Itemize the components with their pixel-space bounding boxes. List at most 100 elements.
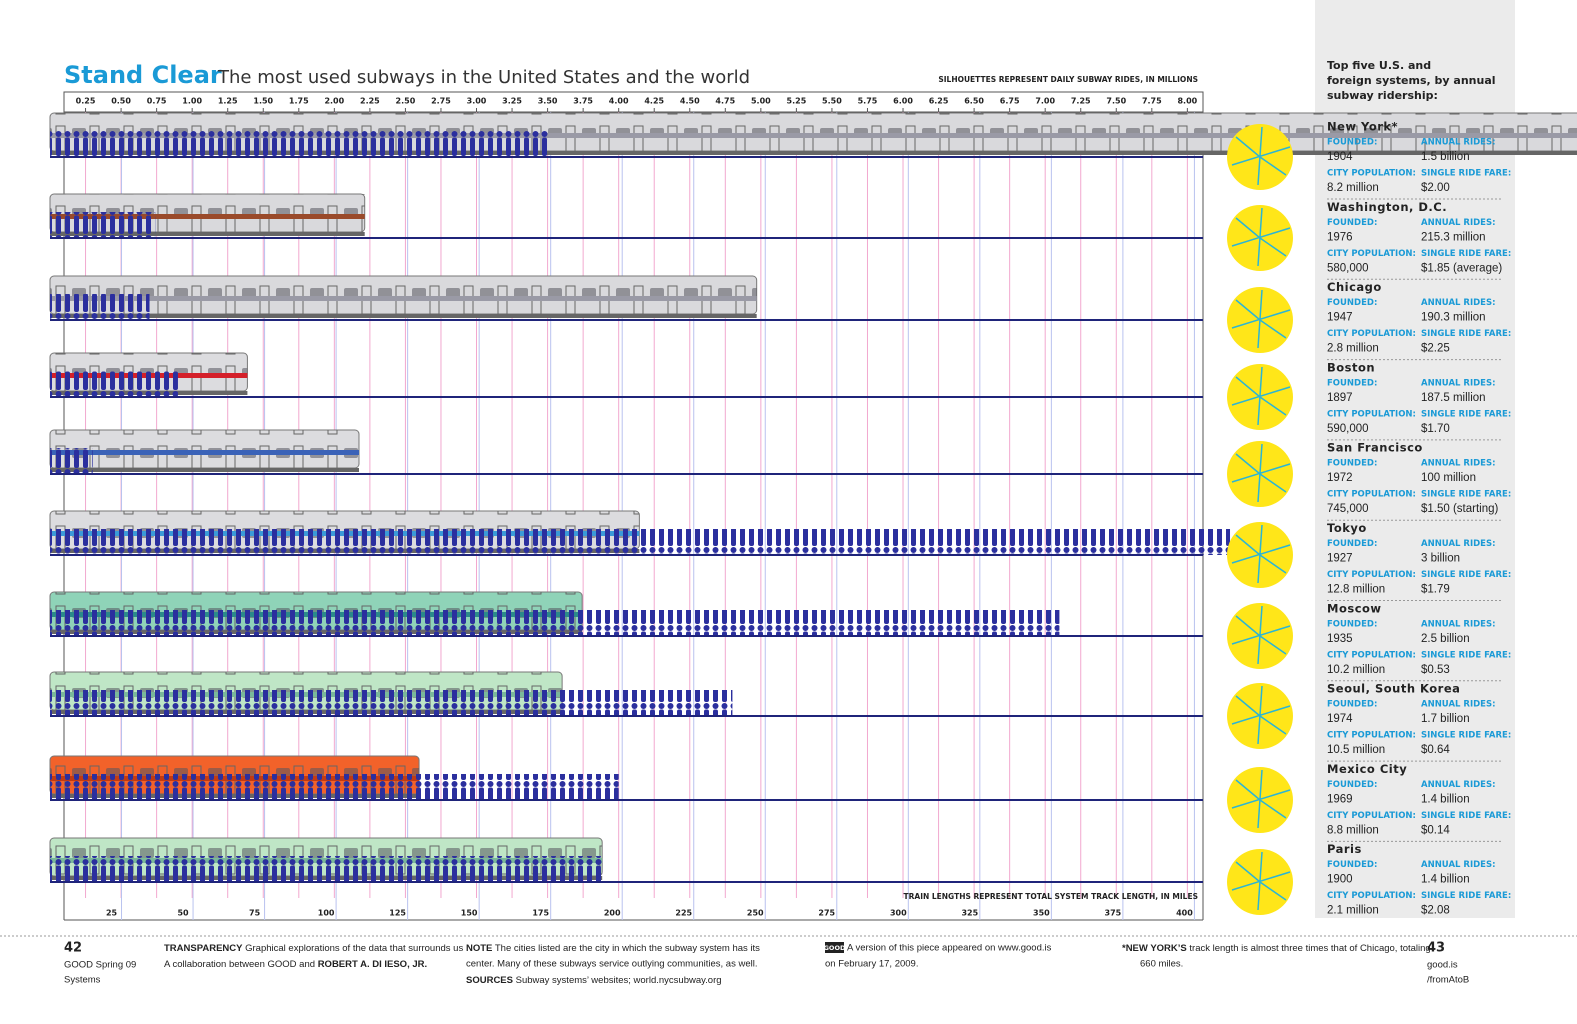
field-label: SINGLE RIDE FARE: xyxy=(1421,731,1511,741)
x2-tick-label: 4.50 xyxy=(680,97,700,106)
field-value: 1900 xyxy=(1327,874,1353,886)
plot: 0.25 0.50 0.75 1.00 1.25 1.50 1.75 2.00 2.25 2.50… xyxy=(49,91,1577,921)
x2-tick-label: 6.75 xyxy=(1000,97,1020,106)
field-value: 8.8 million xyxy=(1327,824,1379,836)
footer-head: *NEW YORK’S xyxy=(1122,943,1187,954)
field-label: CITY POPULATION: xyxy=(1327,329,1416,339)
x-tick-label: 75 xyxy=(249,909,261,918)
x2-tick-label: 0.75 xyxy=(147,97,167,106)
good-badge: GOOD xyxy=(824,944,846,952)
field-label: FOUNDED: xyxy=(1327,780,1377,790)
field-label: SINGLE RIDE FARE: xyxy=(1421,169,1511,179)
x2-tick-label: 7.75 xyxy=(1142,97,1162,106)
x2-tick-label: 7.50 xyxy=(1106,97,1126,106)
train-stripe xyxy=(50,214,365,219)
system-map-lines xyxy=(1231,207,1291,267)
field-label: FOUNDED: xyxy=(1327,539,1377,549)
page-number: 43 xyxy=(1427,941,1445,956)
field-value: 1904 xyxy=(1327,151,1353,163)
field-label: SINGLE RIDE FARE: xyxy=(1421,409,1511,419)
field-label: CITY POPULATION: xyxy=(1327,811,1416,821)
x2-tick-label: 2.50 xyxy=(396,97,416,106)
footer-text: 660 miles. xyxy=(1140,959,1183,970)
x2-tick-label: 6.50 xyxy=(964,97,984,106)
field-value: $1.50 (starting) xyxy=(1421,503,1499,515)
field-label: FOUNDED: xyxy=(1327,700,1377,710)
x2-tick-label: 4.25 xyxy=(644,97,664,106)
x2-tick-label: 5.50 xyxy=(822,97,842,106)
field-value: $0.53 xyxy=(1421,664,1450,676)
footer-text: good.is xyxy=(1427,960,1458,971)
system-map-lines xyxy=(1231,524,1291,584)
footer-text: A version of this piece appeared on www.… xyxy=(847,943,1052,954)
footer: 42 GOOD Spring 09 Systems TRANSPARENCY G… xyxy=(64,941,1469,986)
field-value: 590,000 xyxy=(1327,423,1369,435)
footer-name: ROBERT A. DI IESO, JR. xyxy=(318,959,427,970)
field-label: FOUNDED: xyxy=(1327,218,1377,228)
x2-tick-label: 2.25 xyxy=(360,97,380,106)
field-value: 745,000 xyxy=(1327,503,1369,515)
city-name: Seoul, South Korea xyxy=(1327,682,1460,696)
x2-tick-label: 7.00 xyxy=(1035,97,1055,106)
field-label: SINGLE RIDE FARE: xyxy=(1421,570,1511,580)
field-value: 100 million xyxy=(1421,472,1476,484)
field-label: CITY POPULATION: xyxy=(1327,650,1416,660)
footer-text: Subway systems’ websites; world.nycsubwa… xyxy=(516,975,722,986)
footer-text: track length is almost three times that … xyxy=(1189,943,1430,954)
field-value: 2.8 million xyxy=(1327,343,1379,355)
field-value: 1.5 billion xyxy=(1421,151,1470,163)
field-label: ANNUAL RIDES: xyxy=(1421,619,1496,629)
x-tick-label: 250 xyxy=(747,909,764,918)
system-map-lines xyxy=(1231,605,1291,665)
riders xyxy=(50,774,619,800)
field-label: CITY POPULATION: xyxy=(1327,731,1416,741)
x2-tick-label: 3.50 xyxy=(538,97,558,106)
field-value: $2.08 xyxy=(1421,905,1450,917)
x-tick-label: 25 xyxy=(106,909,118,918)
chart-subtitle: The most used subways in the United Stat… xyxy=(217,67,750,88)
sidebar-heading: subway ridership: xyxy=(1327,89,1438,102)
train-stripe xyxy=(50,450,359,455)
field-label: SINGLE RIDE FARE: xyxy=(1421,490,1511,500)
x-tick-label: 400 xyxy=(1176,909,1193,918)
field-value: 1974 xyxy=(1327,713,1353,725)
field-label: CITY POPULATION: xyxy=(1327,249,1416,259)
x2-axis-label: SILHOUETTES REPRESENT DAILY SUBWAY RIDES… xyxy=(938,75,1198,84)
page-number: 42 xyxy=(64,941,82,956)
field-label: ANNUAL RIDES: xyxy=(1421,780,1496,790)
field-value: 3 billion xyxy=(1421,553,1460,565)
city-name: New York* xyxy=(1327,120,1398,134)
field-label: ANNUAL RIDES: xyxy=(1421,218,1496,228)
field-label: FOUNDED: xyxy=(1327,298,1377,308)
field-value: 1969 xyxy=(1327,793,1353,805)
footer-head: TRANSPARENCY xyxy=(164,943,243,954)
field-label: ANNUAL RIDES: xyxy=(1421,700,1496,710)
field-value: $2.00 xyxy=(1421,182,1450,194)
x2-tick-label: 8.00 xyxy=(1177,97,1197,106)
field-label: SINGLE RIDE FARE: xyxy=(1421,249,1511,259)
field-value: 1.4 billion xyxy=(1421,793,1470,805)
train-windows xyxy=(50,276,757,314)
train-windows xyxy=(50,430,359,468)
field-value: $1.85 (average) xyxy=(1421,262,1502,274)
field-label: CITY POPULATION: xyxy=(1327,169,1416,179)
footer-text: NOTE The cities listed are the city in w… xyxy=(466,943,760,954)
field-label: ANNUAL RIDES: xyxy=(1421,298,1496,308)
riders xyxy=(50,371,178,397)
footer-text: Systems xyxy=(64,975,101,986)
field-value: 187.5 million xyxy=(1421,392,1486,404)
riders xyxy=(50,690,733,716)
field-label: SINGLE RIDE FARE: xyxy=(1421,329,1511,339)
field-label: ANNUAL RIDES: xyxy=(1421,539,1496,549)
field-value: $2.25 xyxy=(1421,343,1450,355)
footer-text: on February 17, 2009. xyxy=(825,959,918,970)
field-label: ANNUAL RIDES: xyxy=(1421,459,1496,469)
field-label: ANNUAL RIDES: xyxy=(1421,378,1496,388)
x2-tick-label: 5.25 xyxy=(787,97,807,106)
field-value: $0.64 xyxy=(1421,744,1450,756)
field-label: SINGLE RIDE FARE: xyxy=(1421,811,1511,821)
x2-tick-label: 7.25 xyxy=(1071,97,1091,106)
field-value: 1947 xyxy=(1327,312,1353,324)
